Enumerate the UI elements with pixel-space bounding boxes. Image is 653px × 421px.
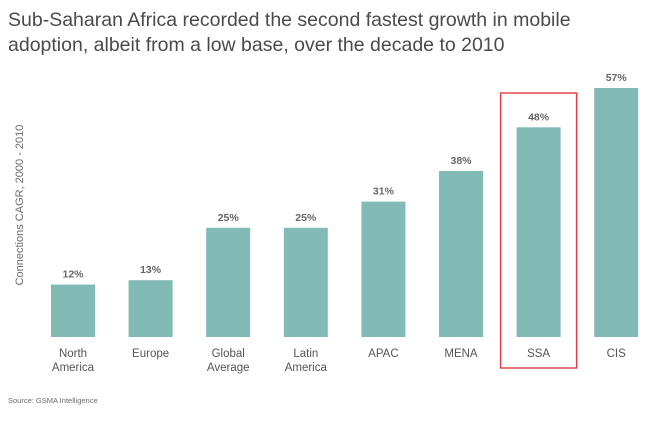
- chart-title: Sub-Saharan Africa recorded the second f…: [8, 8, 648, 58]
- chart-title-line-1: Sub-Saharan Africa recorded the second f…: [8, 9, 571, 31]
- bar-latin-america: [283, 227, 328, 337]
- chart-title-line-2: adoption, albeit from a low base, over t…: [8, 34, 505, 56]
- category-label-latin-america-1: Latin: [293, 348, 318, 360]
- value-label-mena: 38%: [450, 155, 472, 167]
- category-label-cis: CIS: [607, 348, 627, 360]
- bar-europe: [128, 280, 173, 337]
- bar-mena: [439, 171, 483, 337]
- category-label-latin-america-2: America: [285, 362, 328, 374]
- category-label-global-average-2: Average: [207, 362, 250, 374]
- bar-apac: [361, 201, 406, 337]
- value-label-global-average: 25%: [218, 212, 240, 224]
- value-label-cis: 57%: [606, 72, 628, 84]
- value-label-europe: 13%: [140, 264, 162, 276]
- value-label-apac: 31%: [373, 186, 395, 198]
- bar-north-america: [51, 284, 95, 337]
- bar-ssa: [516, 127, 561, 337]
- value-label-ssa: 48%: [528, 111, 550, 123]
- bar-cis: [594, 88, 639, 337]
- category-label-north-america-2: America: [52, 362, 95, 374]
- bar-chart: 12% North America 13% Europe 25% Global Average…: [51, 72, 639, 374]
- category-label-europe: Europe: [132, 348, 169, 360]
- bar-global-average: [206, 227, 251, 337]
- category-label-north-america-1: North: [59, 348, 87, 360]
- highlight-box-ssa: [499, 92, 578, 369]
- source-note: Source: GSMA Intelligence: [8, 396, 98, 405]
- category-label-apac: APAC: [368, 348, 398, 360]
- category-label-ssa: SSA: [527, 348, 550, 360]
- value-label-north-america: 12%: [62, 269, 84, 281]
- value-label-latin-america: 25%: [295, 212, 317, 224]
- category-label-global-average-1: Global: [212, 348, 245, 360]
- category-label-mena: MENA: [444, 348, 478, 360]
